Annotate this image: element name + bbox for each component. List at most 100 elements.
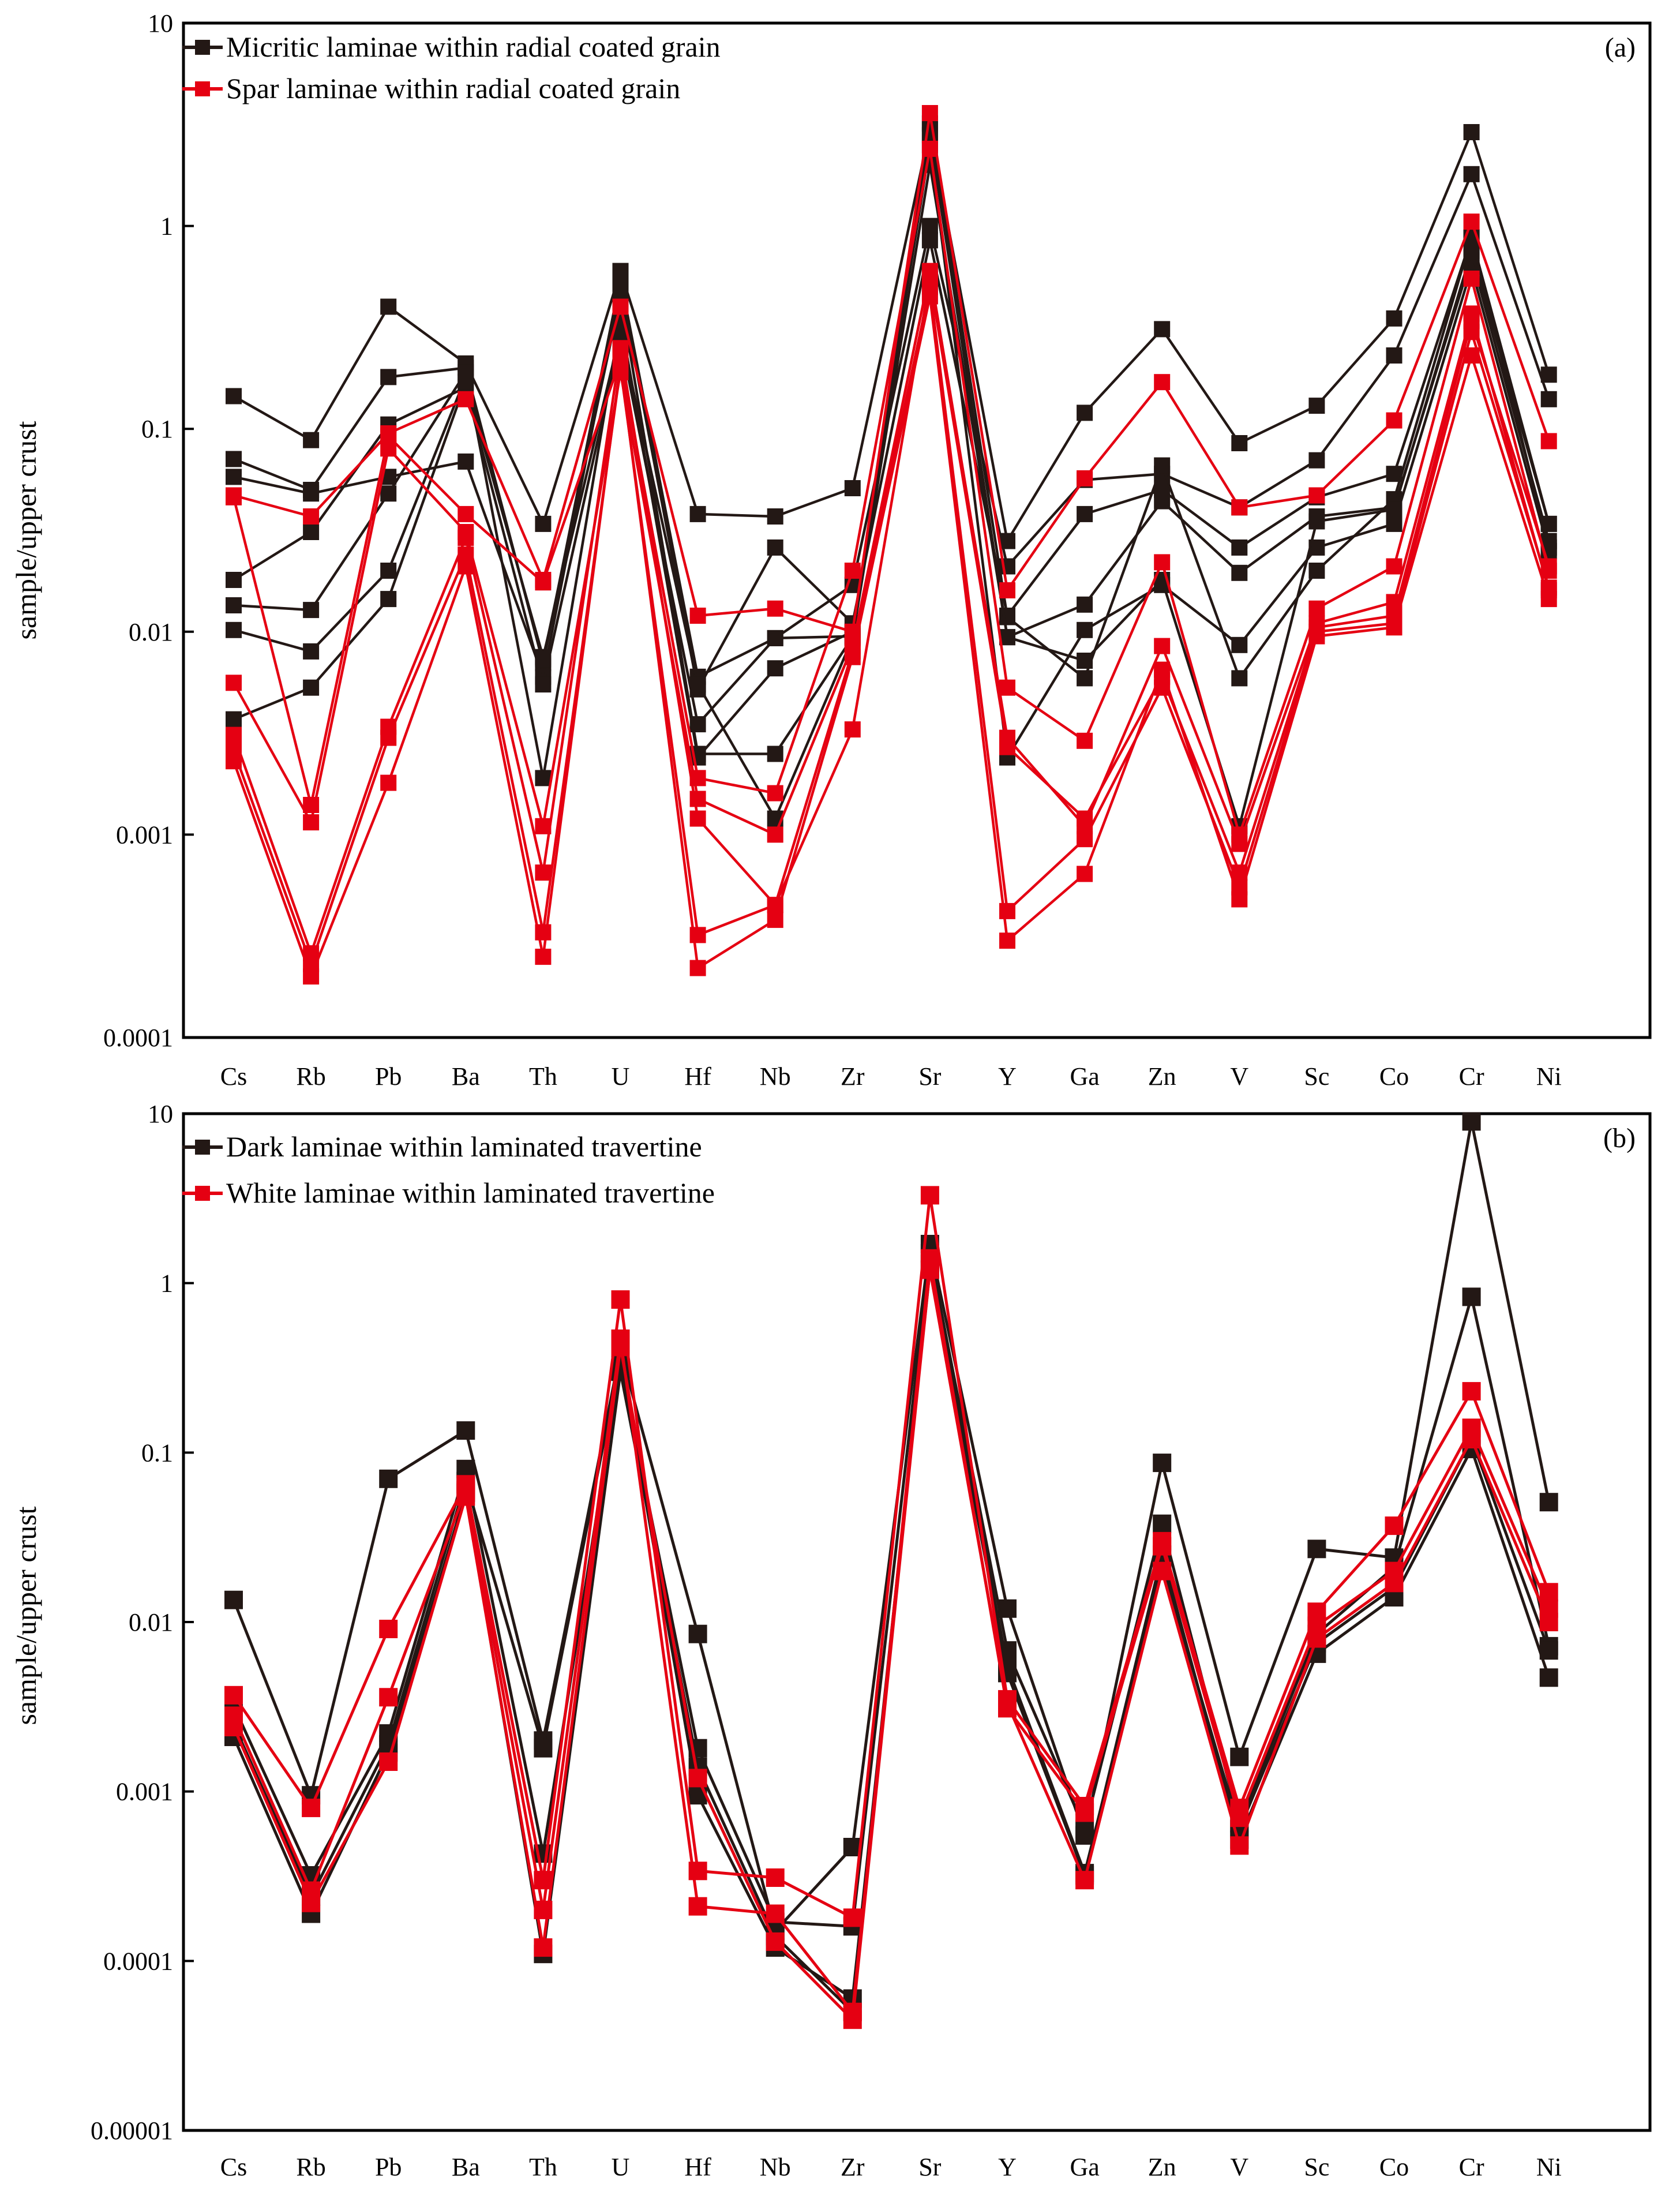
data-point-zn [1153, 1537, 1172, 1556]
legend-dark-marker [195, 1140, 210, 1155]
data-point-ga [1077, 505, 1093, 522]
data-point-nb [766, 1868, 785, 1887]
data-point-co [1386, 619, 1402, 636]
panel-a-ylabel: sample/upper crust [10, 421, 42, 639]
data-point-th [535, 864, 552, 881]
data-point-zr [844, 721, 861, 738]
data-point-sr [920, 1260, 939, 1279]
data-point-sr [921, 218, 938, 234]
y-tick-label: 10 [148, 9, 173, 38]
data-point-nb [767, 660, 783, 677]
data-point-zr [843, 2010, 862, 2029]
data-point-ga [1077, 653, 1093, 669]
data-point-y [999, 932, 1015, 949]
x-tick-label-nb: Nb [760, 1062, 791, 1091]
data-point-u [612, 298, 629, 315]
data-point-sc [1308, 563, 1325, 579]
series-spar-6 [226, 288, 1557, 985]
panel-a-plot-frame [182, 21, 1652, 1039]
data-point-ba [456, 1421, 475, 1440]
data-point-y [999, 609, 1015, 626]
panel-a-x-tick-labels: Cs Rb Pb Ba Th U Hf Nb Zr Sr Y Ga Zn V Sc Co Cr Ni [220, 1062, 1562, 1091]
data-point-hf [689, 960, 706, 976]
y-tick-label: 0.00001 [91, 2117, 173, 2145]
y-tick-label: 1 [160, 212, 173, 241]
data-point-ga [1077, 831, 1093, 848]
data-point-pb [379, 1469, 398, 1488]
series-spar-3 [226, 263, 1557, 852]
data-point-hf [689, 676, 706, 693]
data-point-sr [921, 288, 938, 305]
data-point-ba [456, 1487, 475, 1506]
x-tick-label-cs: Cs [220, 2153, 247, 2181]
data-point-hf [688, 1624, 707, 1643]
data-point-ga [1077, 866, 1093, 882]
data-point-th [534, 1739, 553, 1758]
data-point-ba [457, 505, 474, 522]
series-line [232, 128, 1550, 542]
x-tick-label-rb: Rb [296, 1062, 325, 1091]
x-tick-label-co: Co [1379, 2153, 1409, 2181]
data-point-cr [1463, 347, 1480, 364]
y-tick-label: 0.001 [116, 1778, 173, 1806]
x-tick-label-ga: Ga [1070, 2153, 1099, 2181]
data-point-rb [302, 1893, 321, 1912]
legend-item-dark: Dark laminae within laminated travertine [182, 1130, 702, 1163]
data-point-v [1231, 891, 1248, 908]
x-tick-label-hf: Hf [684, 2153, 711, 2181]
data-point-cr [1462, 1287, 1481, 1306]
data-point-zn [1154, 457, 1171, 474]
data-point-y [998, 1694, 1017, 1713]
data-point-th [535, 676, 552, 693]
y-tick-label: 0.001 [116, 821, 173, 849]
y-tick-label: 0.1 [141, 415, 173, 443]
data-point-ga [1075, 1803, 1094, 1822]
data-point-rb [303, 432, 320, 448]
data-point-y [999, 582, 1015, 598]
x-tick-label-cs: Cs [220, 1062, 247, 1091]
data-point-ga [1077, 596, 1093, 613]
legend-dark-label: Dark laminae within laminated travertine [226, 1130, 702, 1163]
data-point-sc [1307, 1629, 1326, 1648]
panel-b-ylabel: sample/upper crust [10, 1506, 42, 1725]
x-tick-label-rb: Rb [296, 2153, 325, 2181]
data-point-sr [921, 156, 938, 173]
data-point-cs [226, 621, 242, 638]
data-point-th [535, 574, 552, 591]
data-point-nb [767, 630, 783, 646]
series-line [232, 1252, 1551, 1928]
data-point-ba [457, 530, 474, 546]
x-tick-label-v: V [1230, 2153, 1248, 2181]
data-point-nb [766, 1904, 785, 1923]
panel-a-label: (a) [1605, 32, 1636, 63]
x-tick-label-pb: Pb [375, 2153, 402, 2181]
data-point-rb [303, 814, 320, 831]
data-point-ga [1077, 732, 1093, 749]
data-point-zn [1153, 1514, 1172, 1533]
series-line [232, 286, 1550, 966]
series-white-3 [224, 1260, 1558, 2029]
series-line [232, 1119, 1551, 1933]
data-point-ga [1077, 405, 1093, 421]
x-tick-label-hf: Hf [684, 1062, 711, 1091]
data-point-u [611, 1290, 630, 1309]
data-point-ni [1539, 1668, 1558, 1687]
data-point-pb [380, 369, 397, 385]
x-tick-label-ba: Ba [452, 1062, 480, 1091]
data-point-zn [1154, 493, 1171, 510]
x-tick-label-sr: Sr [918, 2153, 941, 2181]
x-tick-label-zn: Zn [1148, 2153, 1176, 2181]
data-point-co [1386, 310, 1402, 327]
data-point-hf [689, 791, 706, 807]
data-point-nb [767, 746, 783, 762]
data-point-pb [379, 1752, 398, 1771]
data-point-hf [689, 810, 706, 827]
panel-b-legend: Dark laminae within laminated travertine… [182, 1130, 715, 1209]
series-line [232, 1193, 1551, 1919]
data-point-co [1386, 347, 1402, 364]
legend-micritic-marker [195, 40, 210, 55]
data-point-zn [1154, 638, 1171, 654]
data-point-v [1231, 499, 1248, 516]
x-tick-label-zn: Zn [1148, 1062, 1176, 1091]
